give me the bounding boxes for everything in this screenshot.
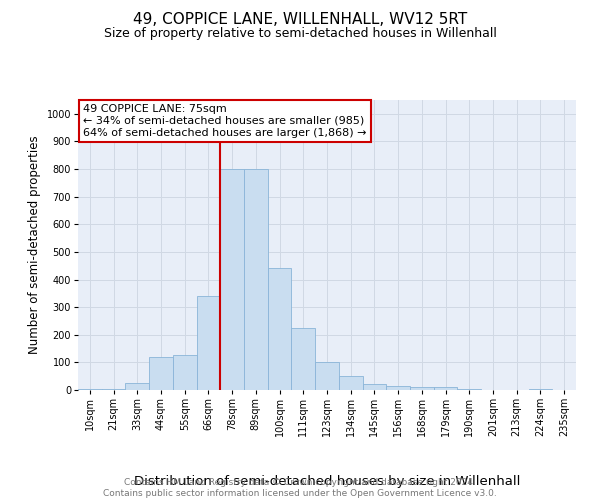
Bar [315, 362, 339, 390]
Bar [173, 356, 197, 390]
Bar [102, 388, 125, 390]
Bar [410, 387, 434, 390]
Bar [244, 169, 268, 390]
Text: Contains HM Land Registry data © Crown copyright and database right 2024.
Contai: Contains HM Land Registry data © Crown c… [103, 478, 497, 498]
Bar [292, 328, 315, 390]
Bar [125, 383, 149, 390]
Bar [149, 357, 173, 390]
Bar [529, 388, 552, 390]
Bar [434, 387, 457, 390]
Text: Size of property relative to semi-detached houses in Willenhall: Size of property relative to semi-detach… [104, 28, 496, 40]
Bar [362, 384, 386, 390]
Text: 49 COPPICE LANE: 75sqm
← 34% of semi-detached houses are smaller (985)
64% of se: 49 COPPICE LANE: 75sqm ← 34% of semi-det… [83, 104, 367, 138]
Bar [339, 376, 362, 390]
Bar [78, 388, 102, 390]
Y-axis label: Number of semi-detached properties: Number of semi-detached properties [28, 136, 41, 354]
Bar [268, 268, 292, 390]
Bar [386, 386, 410, 390]
X-axis label: Distribution of semi-detached houses by size in Willenhall: Distribution of semi-detached houses by … [134, 475, 520, 488]
Text: 49, COPPICE LANE, WILLENHALL, WV12 5RT: 49, COPPICE LANE, WILLENHALL, WV12 5RT [133, 12, 467, 28]
Bar [220, 169, 244, 390]
Bar [457, 388, 481, 390]
Bar [197, 296, 220, 390]
